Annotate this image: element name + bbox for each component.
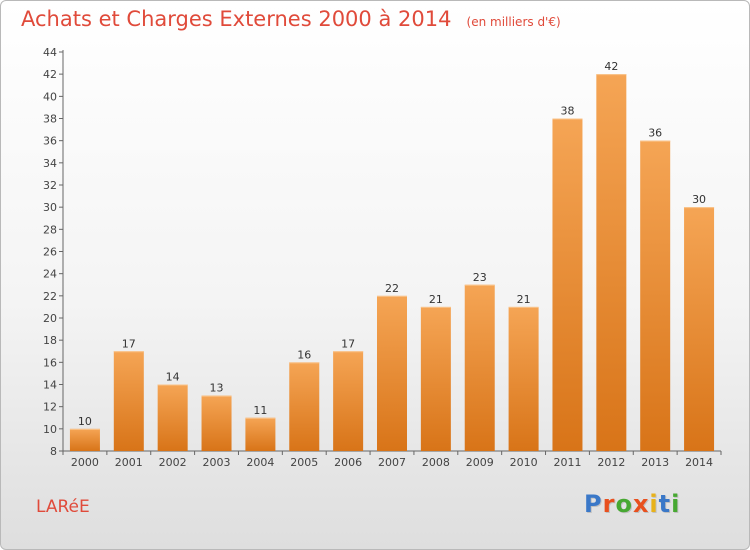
y-tick-label: 10	[43, 423, 57, 436]
x-tick-label-2010: 2010	[510, 456, 538, 469]
bar-2001	[113, 351, 144, 451]
y-tick-label: 42	[43, 68, 57, 81]
y-tick-label: 40	[43, 90, 57, 103]
y-tick-label: 44	[43, 46, 57, 59]
bar-2013	[640, 140, 671, 451]
data-label-2006: 17	[341, 337, 355, 350]
y-tick-label: 18	[43, 334, 57, 347]
x-tick-label-2001: 2001	[115, 456, 143, 469]
x-tick-label-2013: 2013	[641, 456, 669, 469]
bar-2003	[201, 395, 232, 451]
y-tick-label: 22	[43, 290, 57, 303]
logo-letter: i	[649, 490, 659, 518]
y-tick-label: 8	[50, 445, 57, 458]
bar-2005	[289, 362, 320, 451]
data-label-2005: 16	[297, 348, 311, 361]
x-tick-label-2014: 2014	[685, 456, 713, 469]
y-tick-label: 12	[43, 401, 57, 414]
commune-name: LARéE	[36, 497, 90, 517]
y-tick-label: 32	[43, 179, 57, 192]
logo-letter: i	[671, 490, 681, 518]
y-tick-label: 36	[43, 135, 57, 148]
data-label-2011: 38	[560, 105, 574, 118]
data-label-2002: 14	[166, 371, 180, 384]
y-tick-label: 34	[43, 157, 57, 170]
bar-2010	[508, 306, 539, 451]
data-label-2013: 36	[648, 127, 662, 140]
data-label-2012: 42	[604, 60, 618, 73]
y-tick-label: 38	[43, 113, 57, 126]
y-tick-label: 14	[43, 379, 57, 392]
data-label-2008: 21	[429, 293, 443, 306]
logo-letter: t	[658, 490, 672, 518]
bar-2011	[552, 118, 583, 451]
x-tick-label-2011: 2011	[553, 456, 581, 469]
chart-title: Achats et Charges Externes 2000 à 2014	[21, 7, 452, 31]
data-label-2007: 22	[385, 282, 399, 295]
logo-letter: r	[602, 490, 616, 518]
data-label-2000: 10	[78, 415, 92, 428]
y-tick-label: 20	[43, 312, 57, 325]
bar-2006	[333, 351, 364, 451]
data-label-2009: 23	[473, 271, 487, 284]
x-tick-label-2004: 2004	[246, 456, 274, 469]
y-tick-label: 28	[43, 223, 57, 236]
data-label-2014: 30	[692, 193, 706, 206]
data-label-2010: 21	[517, 293, 531, 306]
x-tick-label-2005: 2005	[290, 456, 318, 469]
y-tick-label: 30	[43, 201, 57, 214]
bar-2007	[377, 295, 407, 451]
bar-2008	[420, 306, 451, 451]
data-label-2003: 13	[210, 382, 224, 395]
x-tick-label-2003: 2003	[203, 456, 231, 469]
bar-2004	[245, 417, 276, 451]
x-tick-label-2006: 2006	[334, 456, 362, 469]
logo-letter: P	[584, 490, 603, 518]
bar-2002	[157, 384, 188, 451]
bar-2014	[684, 207, 715, 451]
data-label-2004: 11	[253, 404, 267, 417]
bar-2012	[596, 74, 627, 452]
y-tick-label: 26	[43, 246, 57, 259]
x-tick-label-2007: 2007	[378, 456, 406, 469]
bar-2000	[69, 428, 100, 451]
logo-letter: x	[632, 490, 650, 518]
chart-subtitle: (en milliers d'€)	[466, 15, 561, 29]
bar-2009	[464, 284, 495, 451]
y-tick-label: 16	[43, 356, 57, 369]
data-label-2001: 17	[122, 337, 136, 350]
logo-letter: o	[615, 490, 633, 518]
x-tick-label-2008: 2008	[422, 456, 450, 469]
x-tick-label-2000: 2000	[71, 456, 99, 469]
x-tick-label-2009: 2009	[466, 456, 494, 469]
proxiti-logo[interactable]: Proxiti	[584, 490, 680, 518]
title-row: Achats et Charges Externes 2000 à 2014 (…	[21, 7, 561, 31]
y-tick-label: 24	[43, 268, 57, 281]
x-tick-label-2002: 2002	[159, 456, 187, 469]
x-tick-label-2012: 2012	[597, 456, 625, 469]
